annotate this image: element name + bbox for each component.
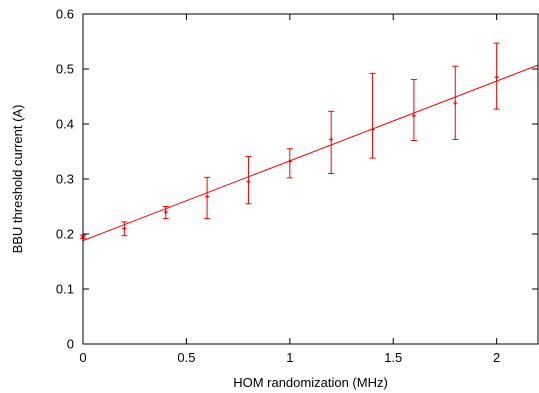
data-point-group <box>204 176 211 220</box>
x-tick-label: 1 <box>286 350 293 365</box>
fit-layer <box>82 64 539 242</box>
y-axis-title: BBU threshold current (A) <box>10 105 25 254</box>
plot-frame <box>82 13 539 345</box>
data-point-group <box>162 206 169 220</box>
y-tick-label: 0.3 <box>56 172 74 187</box>
y-tick-label: 0 <box>67 337 74 352</box>
y-tick-label: 0.6 <box>56 7 74 22</box>
ticks-layer: 0 0.5 1 1.5 2 0 0.1 0.2 0.3 0.4 0.5 0.6 <box>56 7 538 365</box>
y-tick-label: 0.5 <box>56 62 74 77</box>
x-tick-label: 0 <box>79 350 86 365</box>
x-axis-title: HOM randomization (MHz) <box>233 375 388 390</box>
data-point-group <box>328 110 335 174</box>
data-point-group <box>493 42 500 110</box>
x-tick-label: 0.5 <box>177 350 195 365</box>
data-point-group <box>369 72 376 159</box>
y-tick-label: 0.4 <box>56 117 74 132</box>
x-tick-label: 2 <box>493 350 500 365</box>
data-layer <box>80 42 500 239</box>
data-point-group <box>121 221 128 237</box>
data-point-group <box>286 148 293 179</box>
data-point-group <box>452 65 459 140</box>
fit-line <box>82 64 539 242</box>
data-point-group <box>410 78 417 141</box>
y-tick-label: 0.2 <box>56 227 74 242</box>
x-tick-label: 1.5 <box>384 350 402 365</box>
data-point-group <box>245 155 252 205</box>
y-tick-label: 0.1 <box>56 282 74 297</box>
